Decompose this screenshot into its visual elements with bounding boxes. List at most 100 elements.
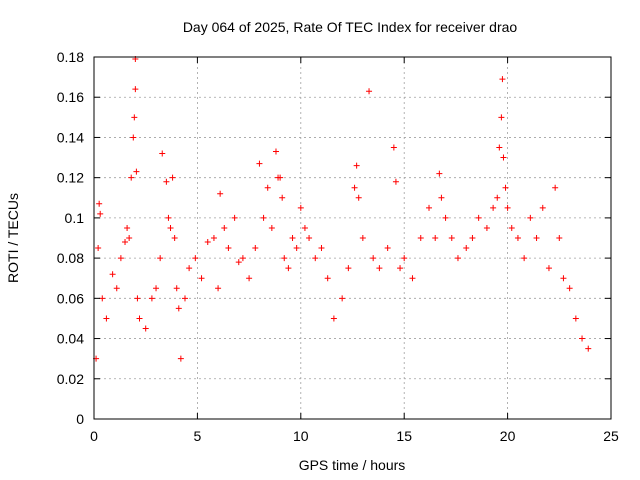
data-point xyxy=(345,265,352,272)
data-point xyxy=(171,235,178,241)
data-point xyxy=(339,295,346,302)
data-point xyxy=(163,178,170,185)
y-tick-label: 0.12 xyxy=(57,170,84,186)
y-tick-label: 0.02 xyxy=(57,371,84,387)
data-point xyxy=(533,235,540,241)
grid-lines xyxy=(94,57,611,419)
data-point xyxy=(566,285,573,292)
x-tick-label: 15 xyxy=(396,428,412,444)
axis-ticks: 0 0.02 0.04 0.06 0.08 0.1 0.12 0.14 0.16 0.18 0 5 10… xyxy=(57,49,619,444)
data-point xyxy=(256,160,263,167)
data-point xyxy=(289,235,296,241)
data-point xyxy=(301,224,308,231)
data-point xyxy=(246,275,253,282)
data-point xyxy=(370,255,377,262)
data-point xyxy=(508,224,515,231)
data-point xyxy=(448,235,455,241)
data-point xyxy=(499,76,506,83)
plot-frame xyxy=(93,56,612,420)
data-point xyxy=(167,224,174,231)
data-point xyxy=(153,285,160,292)
data-point xyxy=(210,235,217,241)
data-point xyxy=(126,235,133,241)
data-point xyxy=(560,275,567,282)
data-point xyxy=(409,275,416,282)
data-point xyxy=(260,214,267,221)
data-point xyxy=(157,255,164,262)
data-point xyxy=(545,265,552,272)
data-point xyxy=(173,285,180,292)
data-point xyxy=(498,114,505,121)
data-point xyxy=(277,174,284,181)
data-point xyxy=(169,174,176,181)
y-tick-label: 0.06 xyxy=(57,290,84,306)
data-point xyxy=(285,265,292,272)
data-point xyxy=(113,285,120,292)
data-point xyxy=(426,204,433,211)
data-point xyxy=(122,239,129,246)
data-point xyxy=(366,88,373,95)
data-point xyxy=(97,210,104,217)
data-point xyxy=(96,200,103,207)
data-point xyxy=(514,235,521,241)
data-point xyxy=(539,204,546,211)
data-point xyxy=(454,255,461,262)
data-point xyxy=(384,245,391,252)
data-point xyxy=(306,235,313,241)
data-point xyxy=(279,194,286,201)
data-point xyxy=(572,315,579,322)
y-tick-label: 0 xyxy=(76,411,84,427)
x-tick-label: 5 xyxy=(194,428,202,444)
x-tick-label: 25 xyxy=(603,428,619,444)
data-point xyxy=(521,255,528,262)
data-point xyxy=(221,224,228,231)
data-point xyxy=(268,224,275,231)
data-point xyxy=(128,174,135,181)
data-point xyxy=(351,184,358,191)
data-point xyxy=(134,295,141,302)
data-point xyxy=(463,245,470,252)
data-point xyxy=(318,245,325,252)
data-point xyxy=(252,245,259,252)
data-point xyxy=(192,255,199,262)
data-point xyxy=(353,162,360,169)
data-point xyxy=(579,335,586,342)
data-point xyxy=(225,245,232,252)
data-point xyxy=(475,214,482,221)
data-point xyxy=(239,255,246,262)
data-point xyxy=(376,265,383,272)
y-tick-label: 0.08 xyxy=(57,250,84,266)
data-point xyxy=(231,214,238,221)
y-axis-label: ROTI / TECUs xyxy=(5,193,21,283)
data-point xyxy=(272,148,279,155)
data-point xyxy=(177,355,184,362)
data-point xyxy=(186,265,193,272)
data-point xyxy=(359,235,366,241)
data-point xyxy=(401,255,408,262)
data-point xyxy=(436,170,443,177)
data-point xyxy=(330,315,337,322)
data-point xyxy=(175,305,182,312)
data-point xyxy=(496,144,503,151)
data-point xyxy=(442,214,449,221)
data-point xyxy=(264,184,271,191)
data-point xyxy=(281,255,288,262)
data-point xyxy=(142,325,149,332)
data-point xyxy=(552,184,559,191)
data-point xyxy=(500,154,507,161)
data-point xyxy=(293,245,300,252)
data-point xyxy=(432,235,439,241)
data-point xyxy=(527,214,534,221)
data-point xyxy=(585,345,592,352)
data-point xyxy=(397,265,404,272)
data-point xyxy=(490,204,497,211)
data-point xyxy=(99,295,106,302)
data-point xyxy=(502,184,509,191)
data-point xyxy=(417,235,424,241)
data-point xyxy=(95,245,102,252)
data-point xyxy=(312,255,319,262)
x-tick-label: 0 xyxy=(90,428,98,444)
data-point xyxy=(136,315,143,322)
data-point xyxy=(324,275,331,282)
